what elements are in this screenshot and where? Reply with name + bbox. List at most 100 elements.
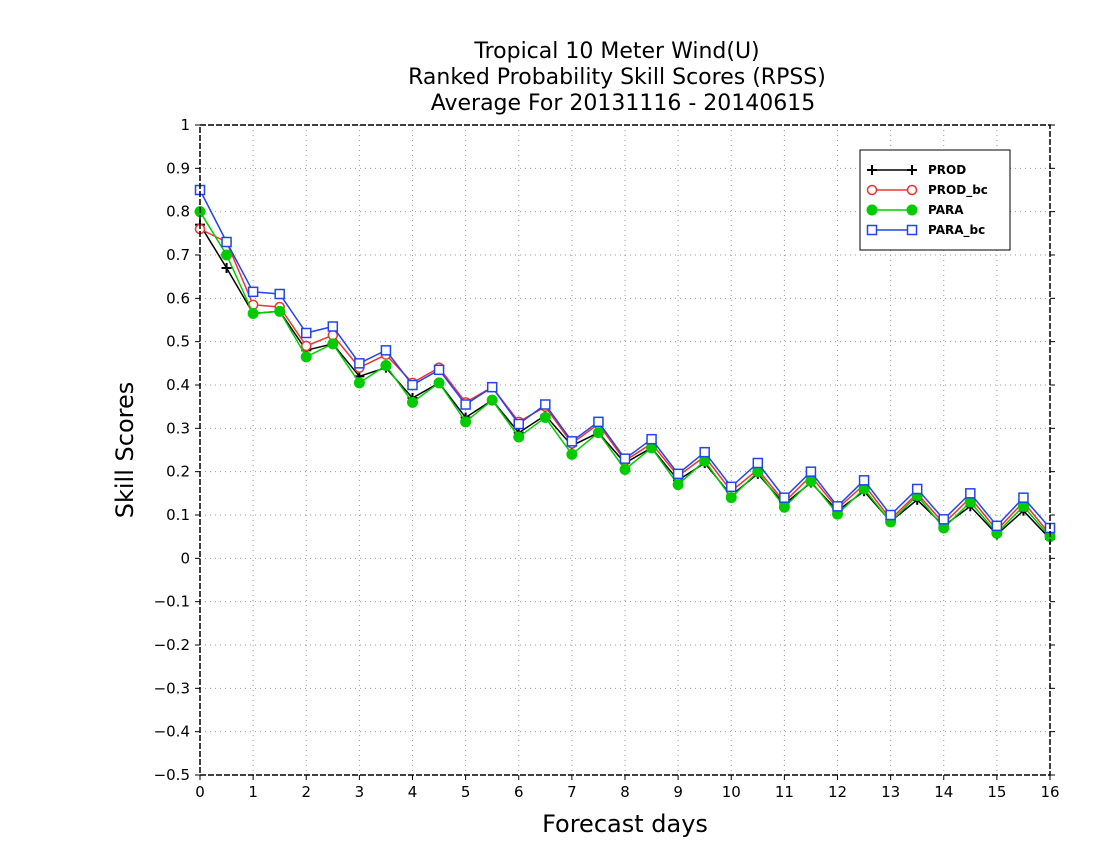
data-point-para-bc (540, 399, 551, 410)
data-point-para-bc (221, 236, 232, 248)
data-point-para-bc (486, 381, 498, 393)
data-point-para (486, 394, 498, 406)
data-point-para-bc (672, 468, 684, 480)
legend-entry-para: PARA (866, 203, 964, 217)
plot-frame (199, 124, 1051, 776)
y-tick-label: 0.1 (166, 506, 190, 524)
data-point-para (460, 416, 472, 428)
y-tick-label: 0.9 (166, 159, 190, 177)
x-axis-label: Forecast days (542, 810, 708, 838)
data-point-para-bc (1018, 492, 1029, 503)
y-tick-label: 0 (180, 549, 190, 567)
data-point-para (327, 338, 339, 350)
data-point-para-bc (566, 436, 578, 447)
y-tick-label: −0.4 (154, 723, 190, 741)
y-tick-label: −0.2 (154, 636, 190, 654)
data-point-para (619, 464, 631, 475)
legend-marker-prod-bc (906, 184, 918, 196)
data-point-para-bc (726, 481, 737, 493)
x-tick-label: 14 (934, 783, 953, 801)
legend-label-prod: PROD (928, 163, 966, 177)
legend-label-para-bc: PARA_bc (928, 223, 985, 238)
data-point-para-bc (991, 520, 1003, 532)
data-point-para-bc (247, 286, 259, 298)
x-tick-label: 13 (881, 783, 900, 801)
y-tick-label: 0.5 (166, 333, 190, 351)
data-point-para (353, 377, 365, 389)
series-para (194, 206, 1056, 543)
ticks-layer: 0 1 2 3 4 5 6 7 8 9 10 11 12 13 14 15 16−0.5−0.4−0.3−0.2… (154, 116, 1060, 801)
legend-label-para: PARA (928, 203, 964, 217)
legend-entry-prod: PROD (867, 163, 966, 177)
y-tick-label: 0.6 (166, 289, 190, 307)
data-point-para (805, 475, 817, 487)
chart-title-line-2: Ranked Probability Skill Scores (RPSS) (408, 65, 826, 90)
data-point-para-bc (433, 364, 445, 376)
y-tick-label: 0.3 (166, 419, 190, 437)
data-point-para (725, 492, 737, 504)
legend-marker-prod (907, 165, 917, 175)
y-tick-label: −0.5 (154, 766, 190, 784)
legend: PROD PROD_bc PARA PARA_bc (859, 149, 1011, 251)
x-tick-label: 1 (248, 783, 258, 801)
x-tick-label: 9 (673, 783, 683, 801)
y-tick-label: 0.2 (166, 463, 190, 481)
data-point-para-bc (593, 416, 604, 428)
data-point-prod (221, 263, 232, 273)
series-prod-bc (194, 223, 1056, 540)
data-point-para (221, 249, 233, 261)
data-point-para (433, 377, 445, 389)
legend-marker-para (906, 204, 918, 216)
x-tick-label: 2 (301, 783, 311, 801)
y-tick-label: −0.1 (154, 593, 190, 611)
y-tick-label: 0.4 (166, 376, 190, 394)
data-point-para-bc (301, 327, 312, 339)
x-tick-label: 3 (355, 783, 365, 801)
data-point-para-bc (460, 399, 471, 410)
data-point-para-bc (274, 288, 285, 300)
x-tick-label: 8 (620, 783, 630, 801)
data-point-para (778, 501, 790, 513)
data-point-para-bc (805, 466, 817, 477)
data-point-para (566, 448, 578, 460)
data-point-para-bc (885, 509, 896, 521)
data-point-prod-bc (301, 340, 312, 352)
series-line-prod-bc (199, 228, 1051, 535)
data-point-para-bc (779, 492, 790, 503)
x-tick-label: 12 (828, 783, 847, 801)
data-point-para (274, 305, 286, 317)
data-point-para (407, 396, 418, 408)
legend-box (859, 149, 1011, 251)
legend-marker-para-bc (866, 224, 878, 236)
data-point-para (380, 360, 392, 371)
y-tick-label: −0.3 (154, 679, 190, 697)
legend-entry-para-bc: PARA_bc (866, 223, 985, 238)
data-point-para-bc (752, 457, 764, 469)
x-tick-label: 0 (195, 783, 205, 801)
series-line-prod (199, 224, 1051, 540)
x-tick-label: 4 (408, 783, 418, 801)
data-point-para (539, 412, 551, 423)
data-point-para-bc (513, 418, 524, 430)
data-point-para (672, 479, 684, 491)
x-tick-label: 15 (987, 783, 1006, 801)
series-para-bc (194, 184, 1056, 534)
y-tick-label: 0.8 (166, 203, 190, 221)
data-point-para-bc (965, 488, 976, 499)
data-point-para-bc (619, 453, 631, 464)
x-tick-label: 7 (567, 783, 577, 801)
legend-entry-prod-bc: PROD_bc (866, 183, 988, 198)
data-point-para-bc (407, 379, 418, 391)
data-point-para-bc (832, 501, 843, 512)
data-point-para-bc (938, 514, 949, 525)
y-tick-label: 0.7 (166, 246, 190, 264)
data-point-para-bc (911, 483, 923, 495)
y-axis-label: Skill Scores (111, 382, 139, 519)
data-point-para-bc (380, 345, 392, 356)
y-tick-label: 1 (180, 116, 190, 134)
data-point-para (300, 351, 312, 363)
x-tick-label: 11 (775, 783, 794, 801)
legend-marker-prod (867, 165, 877, 175)
data-point-para-bc (327, 321, 339, 332)
